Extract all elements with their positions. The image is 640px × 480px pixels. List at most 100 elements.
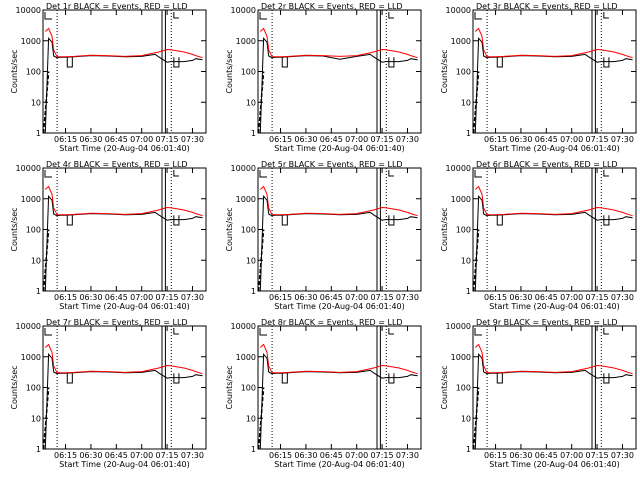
x-tick-label: 07:00	[130, 451, 153, 460]
y-tick-label: 10000	[446, 322, 471, 331]
events-dip	[388, 215, 395, 226]
y-tick-label: 100	[241, 68, 256, 77]
x-tick-label: 07:00	[130, 293, 153, 302]
x-tick-label: 06:45	[535, 293, 558, 302]
detector-panel: Det 8r BLACK = Events, RED = LLD 1 10 100 10…	[225, 318, 422, 469]
x-tick-label: 07:00	[345, 135, 368, 144]
events-series-line	[44, 37, 203, 134]
events-dip	[388, 57, 395, 68]
x-axis-label: Start Time (20-Aug-04 06:01:40)	[274, 302, 405, 311]
x-tick-label: 06:15	[54, 135, 77, 144]
x-tick-label: 07:30	[611, 451, 634, 460]
y-tick-label: 10	[461, 414, 471, 423]
x-tick-label: 06:15	[269, 451, 292, 460]
x-tick-label: 06:30	[294, 293, 317, 302]
x-tick-label: 07:30	[181, 451, 204, 460]
y-tick-label: 100	[26, 226, 41, 235]
events-dip	[603, 215, 610, 226]
plot-frame	[42, 325, 207, 450]
x-tick-label: 06:30	[509, 135, 532, 144]
chart-title: Det 6r BLACK = Events, RED = LLD	[476, 160, 618, 169]
x-tick-label: 06:15	[484, 293, 507, 302]
x-tick-label: 06:15	[269, 135, 292, 144]
corner-marker	[44, 328, 52, 336]
events-dip	[173, 373, 180, 384]
x-tick-label: 06:15	[269, 293, 292, 302]
x-tick-label: 07:30	[181, 135, 204, 144]
y-tick-label: 1	[466, 287, 471, 296]
y-tick-label: 10	[246, 414, 256, 423]
y-tick-label: 1000	[21, 37, 41, 46]
corner-marker	[603, 170, 609, 177]
y-tick-label: 10000	[231, 322, 256, 331]
x-tick-label: 06:15	[484, 135, 507, 144]
events-series-line	[259, 37, 418, 134]
corner-marker	[259, 12, 267, 20]
events-dip	[173, 215, 180, 226]
y-tick-label: 10	[246, 98, 256, 107]
y-tick-label: 10000	[231, 6, 256, 15]
plot-frame	[472, 9, 637, 134]
y-tick-label: 10	[246, 256, 256, 265]
corner-marker	[44, 170, 52, 178]
y-tick-label: 100	[456, 226, 471, 235]
x-tick-label: 06:15	[484, 451, 507, 460]
x-tick-label: 07:15	[371, 293, 394, 302]
events-series-line	[259, 353, 418, 450]
events-series-line	[474, 195, 633, 292]
x-tick-label: 06:15	[54, 451, 77, 460]
x-tick-label: 06:30	[79, 451, 102, 460]
y-tick-label: 1000	[451, 37, 471, 46]
x-tick-label: 07:30	[396, 135, 419, 144]
x-tick-label: 07:15	[586, 135, 609, 144]
y-tick-label: 10	[461, 256, 471, 265]
y-axis-label: Counts/sec	[10, 207, 19, 251]
x-tick-label: 07:30	[181, 293, 204, 302]
y-tick-label: 10000	[16, 164, 41, 173]
events-dip	[281, 57, 288, 68]
y-tick-label: 10	[31, 98, 41, 107]
x-tick-label: 06:45	[105, 293, 128, 302]
x-tick-label: 07:15	[586, 293, 609, 302]
chart-title: Det 9r BLACK = Events, RED = LLD	[476, 318, 618, 327]
x-tick-label: 06:45	[105, 451, 128, 460]
detector-panel: Det 6r BLACK = Events, RED = LLD 1 10 100 10…	[440, 160, 637, 311]
y-tick-label: 10000	[231, 164, 256, 173]
lld-series-line	[44, 27, 203, 59]
y-axis-label: Counts/sec	[10, 365, 19, 409]
events-dip	[603, 57, 610, 68]
x-axis-label: Start Time (20-Aug-04 06:01:40)	[489, 302, 620, 311]
corner-marker	[388, 12, 394, 19]
x-tick-label: 07:15	[156, 293, 179, 302]
x-tick-label: 07:15	[371, 451, 394, 460]
y-axis-label: Counts/sec	[225, 365, 234, 409]
y-tick-label: 100	[26, 68, 41, 77]
y-tick-label: 10	[31, 414, 41, 423]
events-dip	[66, 215, 73, 226]
corner-marker	[173, 328, 179, 335]
x-tick-label: 07:00	[345, 293, 368, 302]
detector-panel: Det 4r BLACK = Events, RED = LLD 1 10 100 10…	[10, 160, 207, 311]
chart-title: Det 2r BLACK = Events, RED = LLD	[261, 2, 403, 11]
y-tick-label: 10000	[446, 6, 471, 15]
x-tick-label: 07:30	[611, 293, 634, 302]
x-tick-label: 07:00	[560, 135, 583, 144]
detector-panel: Det 9r BLACK = Events, RED = LLD 1 10 100 10…	[440, 318, 637, 469]
y-tick-label: 100	[26, 384, 41, 393]
chart-title: Det 4r BLACK = Events, RED = LLD	[46, 160, 188, 169]
events-series-line	[44, 353, 203, 450]
x-tick-label: 07:00	[130, 135, 153, 144]
x-tick-label: 06:30	[294, 135, 317, 144]
y-tick-label: 100	[456, 384, 471, 393]
lld-series-line	[259, 27, 418, 59]
x-tick-label: 06:45	[535, 451, 558, 460]
y-tick-label: 10000	[16, 322, 41, 331]
y-tick-label: 1	[251, 287, 256, 296]
lld-series-line	[259, 343, 418, 375]
chart-title: Det 3r BLACK = Events, RED = LLD	[476, 2, 618, 11]
x-axis-label: Start Time (20-Aug-04 06:01:40)	[59, 460, 190, 469]
detector-panel: Det 1r BLACK = Events, RED = LLD 1 10 100 10…	[10, 2, 207, 153]
chart-title: Det 8r BLACK = Events, RED = LLD	[261, 318, 403, 327]
events-dip	[496, 57, 503, 68]
